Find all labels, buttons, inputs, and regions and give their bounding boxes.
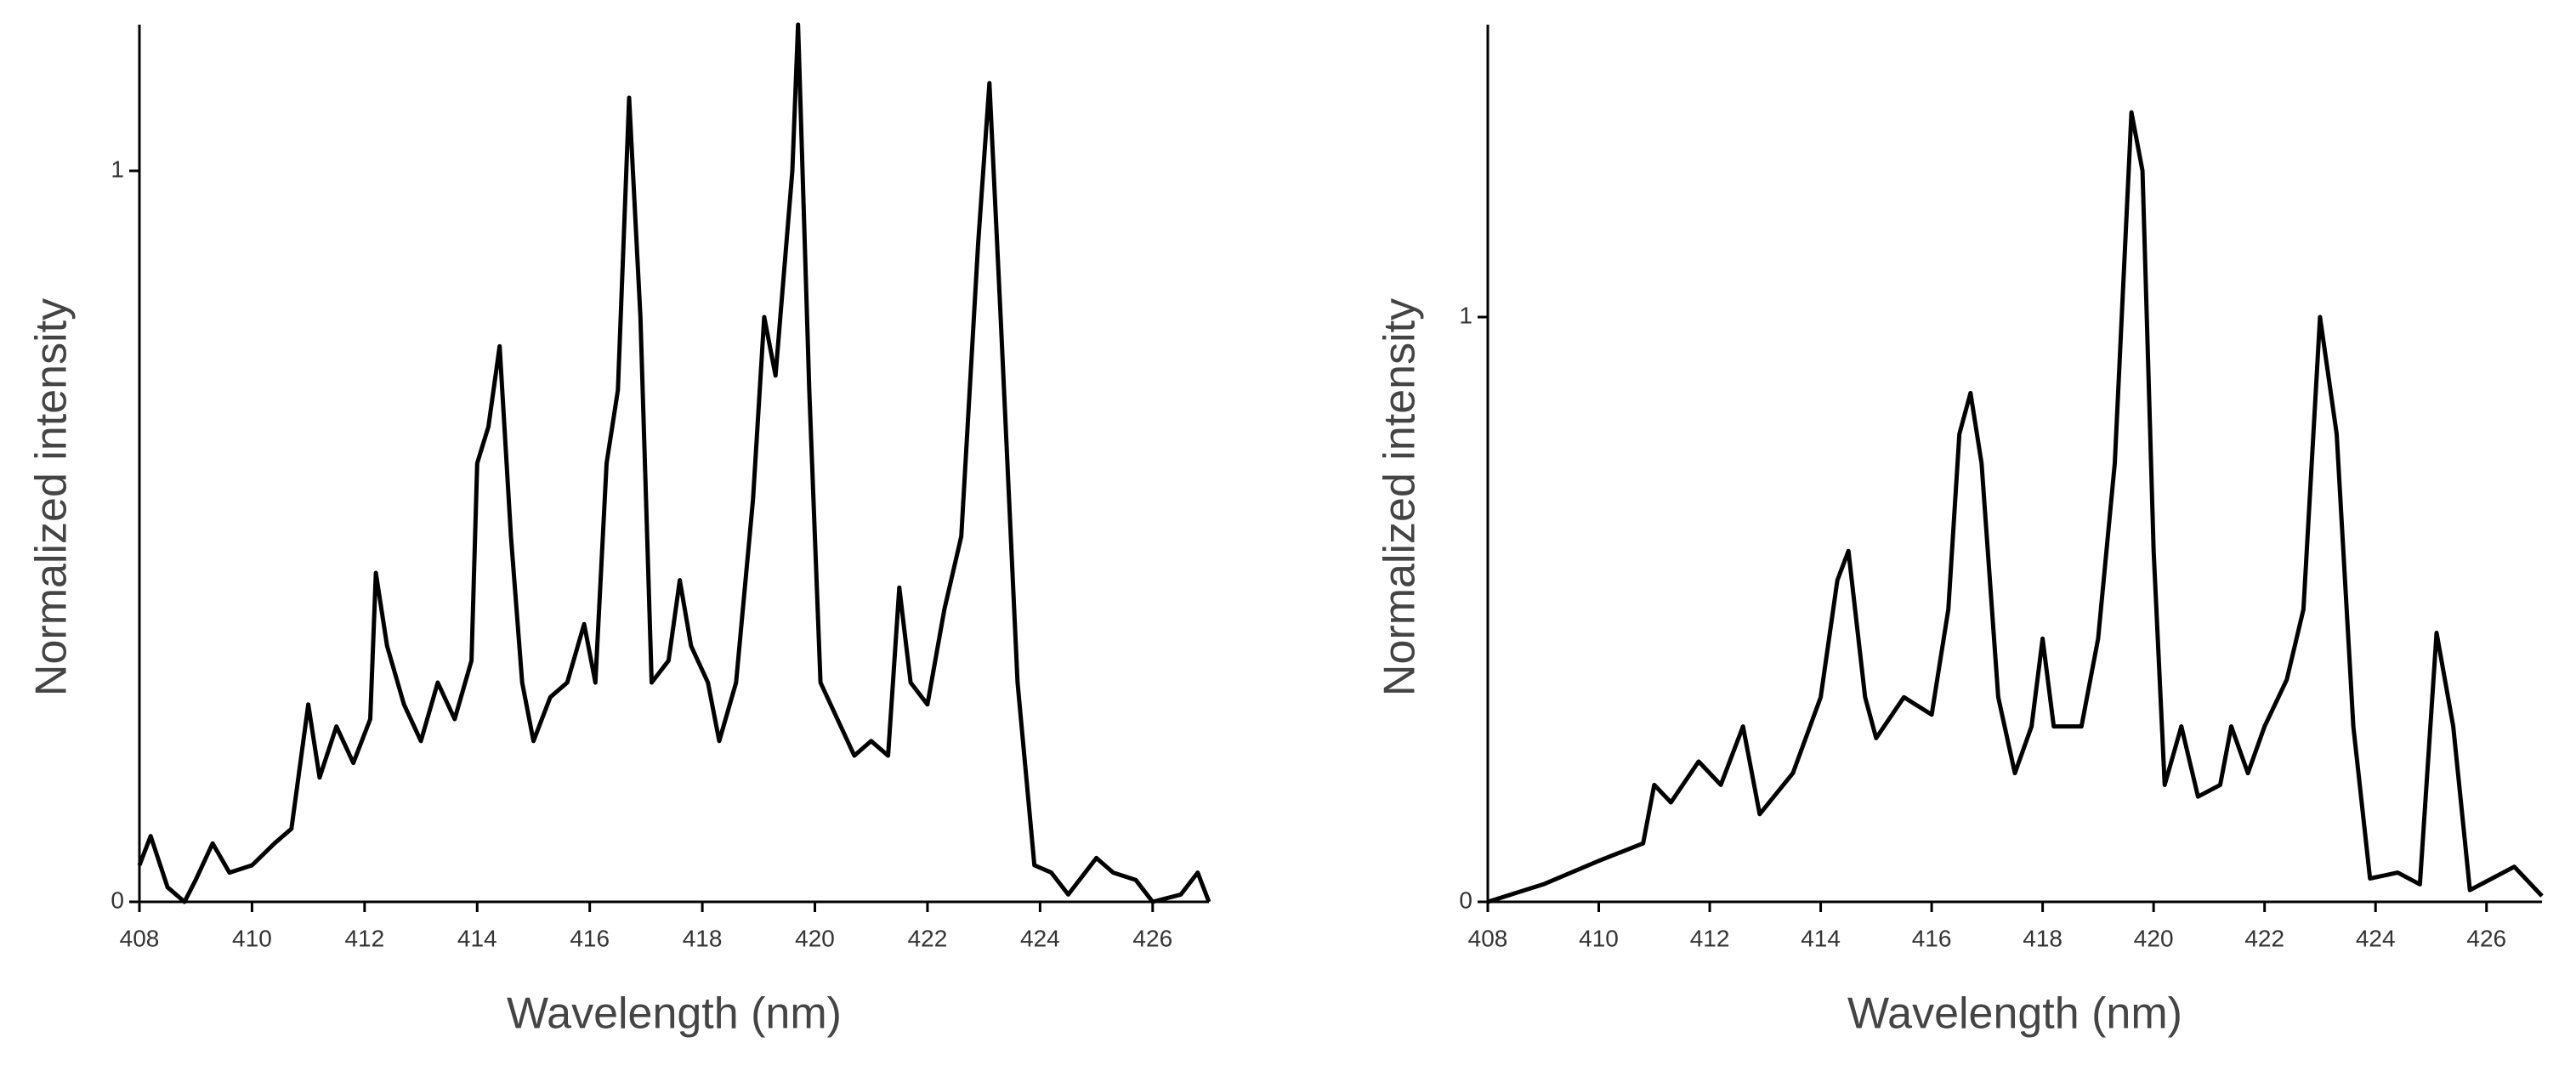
spectrum-line [1487, 110, 2544, 904]
x-tick-label: 408 [120, 925, 160, 951]
x-tick-label: 416 [1912, 925, 1952, 951]
spectrum-line [137, 22, 1211, 904]
x-axis-label: Wavelength (nm) [1847, 989, 2182, 1039]
x-tick-label: 416 [570, 925, 610, 951]
x-tick-label: 424 [1020, 925, 1060, 951]
x-tick-label: 408 [1468, 925, 1508, 951]
x-tick-label: 424 [2356, 925, 2396, 951]
y-tick-label: 0 [111, 887, 124, 913]
x-tick-label: 412 [344, 925, 384, 951]
y-axis-label: Normalized intensity [1376, 298, 1425, 696]
x-tick-label: 412 [1690, 925, 1730, 951]
x-tick-label: 418 [2023, 925, 2063, 951]
y-axis-label: Normalized intensity [27, 298, 77, 696]
x-tick-label: 414 [1801, 925, 1841, 951]
x-tick-label: 422 [2244, 925, 2284, 951]
x-tick-label: 420 [2134, 925, 2174, 951]
x-tick-label: 426 [2466, 925, 2506, 951]
x-tick-label: 422 [908, 925, 948, 951]
x-tick-label: 410 [1579, 925, 1619, 951]
x-tick-label: 418 [683, 925, 723, 951]
y-tick-label: 1 [111, 156, 124, 182]
y-tick-label: 0 [1459, 887, 1472, 913]
x-axis-label: Wavelength (nm) [507, 989, 842, 1039]
x-tick-label: 426 [1132, 925, 1172, 951]
y-tick-label: 1 [1459, 302, 1472, 328]
x-tick-label: 410 [232, 925, 272, 951]
x-tick-label: 414 [457, 925, 497, 951]
x-tick-label: 420 [795, 925, 835, 951]
